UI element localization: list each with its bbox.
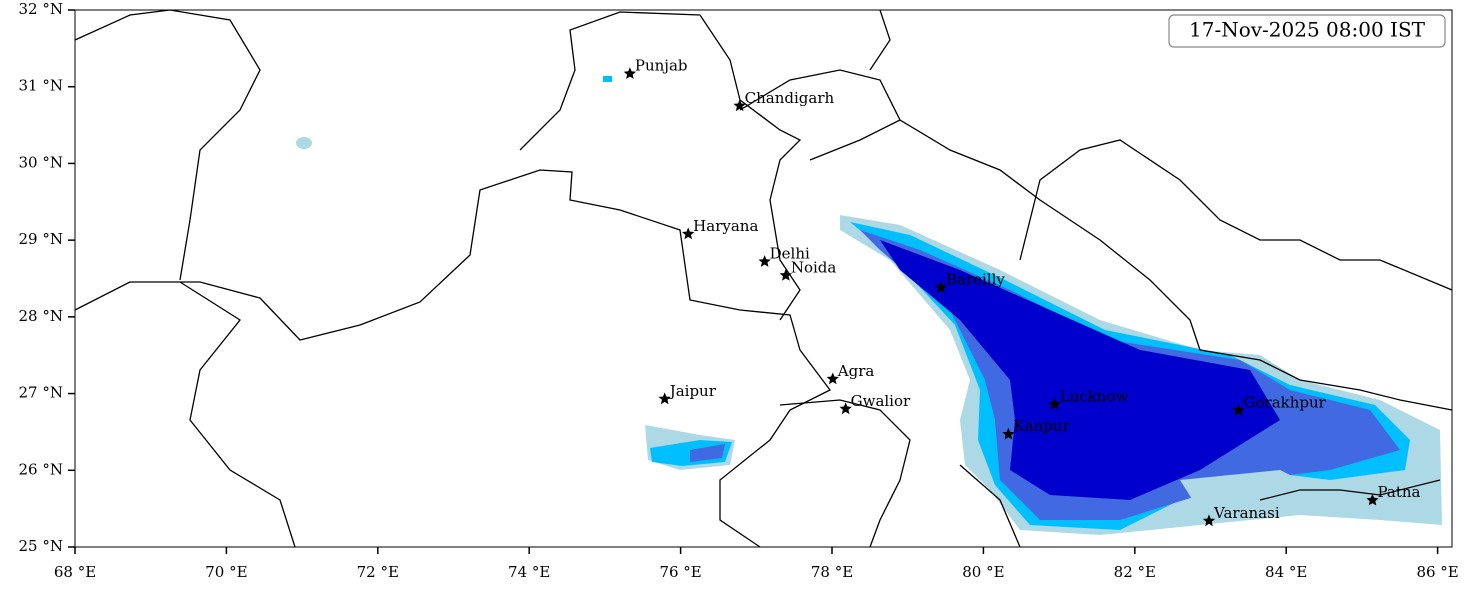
city-label: Bareilly [946,271,1005,289]
city-label: Punjab [635,57,688,75]
city-marker [826,372,839,385]
y-tick-label: 27 °N [19,384,63,402]
x-tick-label: 76 °E [659,563,701,581]
y-tick-label: 26 °N [19,460,63,478]
x-tick-label: 80 °E [962,563,1004,581]
y-tick-label: 31 °N [19,77,63,95]
city-marker [1232,403,1245,416]
borders [74,9,1453,548]
city-marker [658,392,671,405]
city-marker [1048,397,1061,410]
city-marker [1002,427,1015,440]
timestamp-box: 17-Nov-2025 08:00 IST [1168,14,1446,48]
city-label: Gwalior [851,392,911,410]
x-tick-label: 82 °E [1114,563,1156,581]
y-tick-label: 25 °N [19,537,63,555]
y-tick-label: 29 °N [19,230,63,248]
y-tick-label: 30 °N [19,153,63,171]
city-marker [839,402,852,415]
city-label: Gorakhpur [1244,393,1327,411]
city-label: Varanasi [1213,504,1280,522]
x-tick-label: 70 °E [205,563,247,581]
city-label: Kanpur [1013,417,1070,435]
x-tick-label: 84 °E [1265,563,1307,581]
frame [74,9,1453,548]
x-tick-label: 68 °E [54,563,96,581]
city-marker [779,268,792,281]
y-tick-label: 32 °N [19,0,63,18]
city-label: Lucknow [1060,387,1129,405]
city-label: Haryana [693,217,758,235]
city-marker [934,281,948,293]
city-label: Patna [1378,483,1421,501]
city-label: Noida [791,258,837,276]
city-marker [758,255,771,267]
x-tick-label: 72 °E [357,563,399,581]
city-marker [1202,514,1216,527]
city-marker [733,99,746,112]
city-label: Agra [837,362,875,380]
city-marker [682,227,695,240]
x-tick-label: 86 °E [1416,563,1458,581]
city-label: Delhi [770,245,810,263]
precip [296,76,1442,535]
city-marker [1366,493,1379,506]
x-tick-label: 78 °E [811,563,853,581]
x-tick-label: 74 °E [508,563,550,581]
y-tick-label: 28 °N [19,307,63,325]
city-label: Jaipur [668,382,717,400]
city-marker [623,67,637,79]
city-label: Chandigarh [745,89,835,107]
timestamp: 17-Nov-2025 08:00 IST [1189,18,1426,42]
